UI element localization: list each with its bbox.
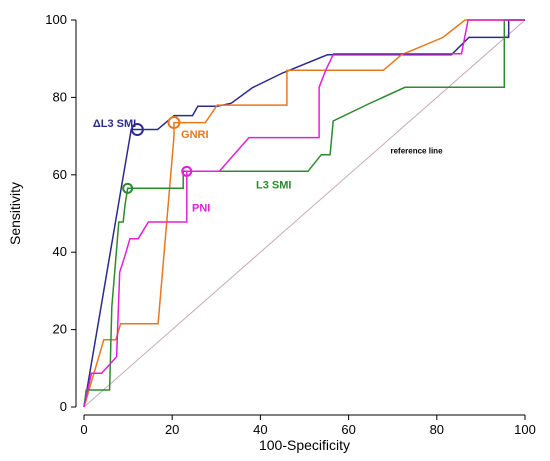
optimal-point-pni bbox=[181, 165, 193, 177]
x-tick-label: 0 bbox=[80, 422, 87, 437]
series-label-gnri: GNRI bbox=[181, 129, 209, 141]
series-label-l3-smi: L3 SMI bbox=[256, 180, 291, 192]
series-line-pni bbox=[83, 19, 525, 408]
y-axis-ticks: 0 20 40 60 80 100 bbox=[45, 12, 76, 414]
optimal-point-delta-l3-smi bbox=[130, 123, 144, 137]
y-tick-label: 60 bbox=[53, 167, 67, 182]
x-axis-ticks: 0 20 40 60 80 100 bbox=[80, 415, 536, 437]
series-labels: ΔL3 SMI GNRI L3 SMI PNI bbox=[93, 118, 292, 215]
series-lines bbox=[83, 19, 525, 408]
optimal-points bbox=[122, 116, 193, 194]
optimal-point-gnri bbox=[167, 116, 181, 130]
series-line-l3-smi bbox=[83, 19, 525, 408]
x-tick-label: 20 bbox=[165, 422, 179, 437]
series-label-delta-l3-smi: ΔL3 SMI bbox=[93, 118, 136, 130]
optimal-point-l3-smi bbox=[122, 182, 134, 194]
y-tick-label: 40 bbox=[53, 244, 67, 259]
reference-line bbox=[83, 19, 526, 408]
y-tick-label: 80 bbox=[53, 89, 67, 104]
x-axis-title: 100-Specificity bbox=[259, 437, 350, 453]
series-line-delta-l3-smi bbox=[83, 19, 525, 408]
series-label-pni: PNI bbox=[192, 203, 210, 215]
x-tick-label: 40 bbox=[253, 422, 267, 437]
x-tick-label: 100 bbox=[514, 422, 536, 437]
series-line-gnri bbox=[83, 19, 525, 408]
y-tick-label: 0 bbox=[60, 399, 67, 414]
y-axis-title: Sensitivity bbox=[7, 182, 23, 245]
x-tick-label: 80 bbox=[430, 422, 444, 437]
y-tick-label: 20 bbox=[53, 322, 67, 337]
y-tick-label: 100 bbox=[45, 12, 67, 27]
x-tick-label: 60 bbox=[341, 422, 355, 437]
reference-line-label: reference line bbox=[390, 147, 443, 156]
plot-area: 0 20 40 60 80 100 0 20 40 60 80 100 ΔL3 SMI GNRI L3 … bbox=[45, 12, 536, 437]
